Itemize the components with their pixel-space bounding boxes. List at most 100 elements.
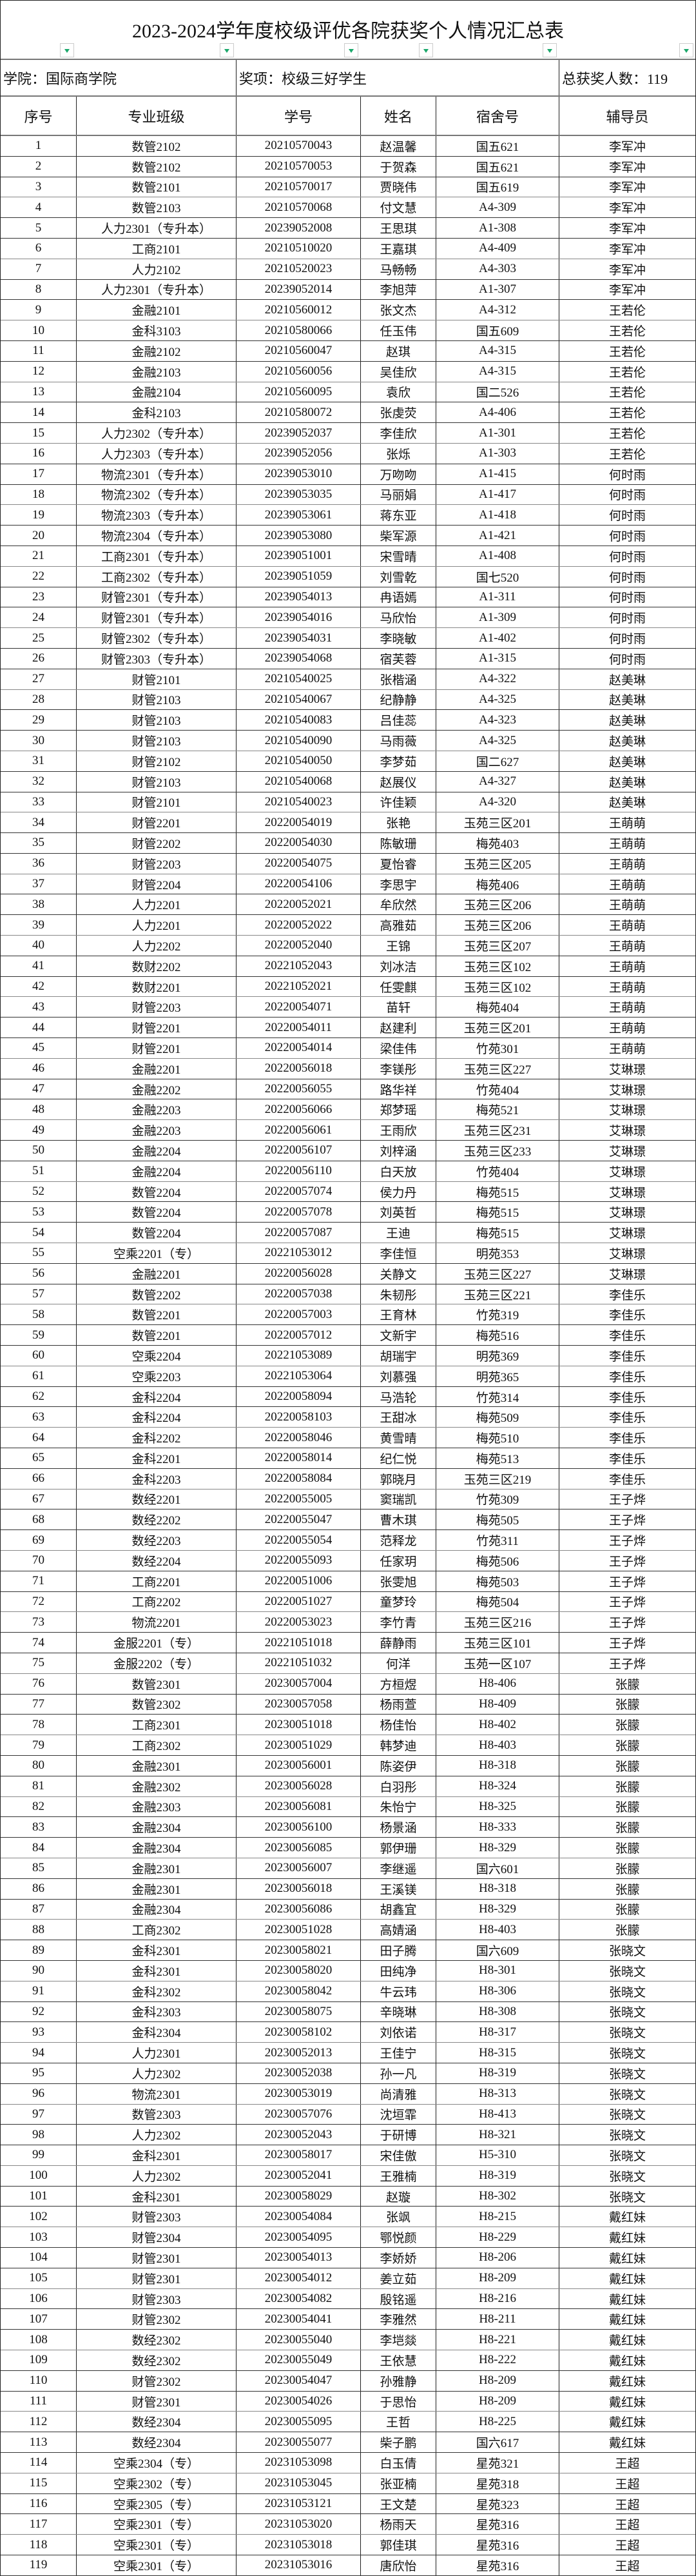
class-cell[interactable]: 人力2301（专升本） — [76, 218, 236, 238]
counselor-cell[interactable]: 李佳乐 — [559, 1386, 695, 1407]
counselor-cell[interactable]: 李军冲 — [559, 238, 695, 259]
counselor-cell[interactable]: 戴红妹 — [559, 2391, 695, 2412]
class-cell[interactable]: 人力2302（专升本） — [76, 423, 236, 443]
counselor-cell[interactable]: 张晓文 — [559, 2165, 695, 2186]
name-cell[interactable]: 牟欣然 — [360, 894, 436, 915]
class-cell[interactable]: 人力2201 — [76, 915, 236, 936]
dorm-cell[interactable]: H8-302 — [436, 2186, 559, 2207]
counselor-cell[interactable]: 何时雨 — [559, 648, 695, 669]
counselor-cell[interactable]: 李佳乐 — [559, 1346, 695, 1366]
counselor-cell[interactable]: 李佳乐 — [559, 1366, 695, 1386]
student-id-cell[interactable]: 20230058075 — [236, 2001, 360, 2022]
counselor-cell[interactable]: 王萌萌 — [559, 997, 695, 1018]
counselor-cell[interactable]: 何时雨 — [559, 505, 695, 526]
dorm-cell[interactable]: H8-221 — [436, 2330, 559, 2350]
seq-cell[interactable]: 110 — [29, 2374, 48, 2388]
student-id-cell[interactable]: 20220056066 — [236, 1099, 360, 1120]
student-id-cell[interactable]: 20230057004 — [236, 1673, 360, 1694]
class-cell[interactable]: 数经2203 — [76, 1530, 236, 1550]
seq-cell[interactable]: 28 — [32, 692, 44, 706]
class-cell[interactable]: 工商2201 — [76, 1571, 236, 1591]
dorm-cell[interactable]: A1-303 — [436, 443, 559, 464]
counselor-cell[interactable]: 戴红妹 — [559, 2309, 695, 2330]
seq-cell[interactable]: 82 — [32, 1799, 44, 1813]
class-cell[interactable]: 空乘2203 — [76, 1366, 236, 1386]
seq-cell[interactable]: 105 — [29, 2271, 48, 2285]
dorm-cell[interactable]: 玉苑三区201 — [436, 812, 559, 833]
student-id-cell[interactable]: 20239052037 — [236, 423, 360, 443]
seq-cell[interactable]: 65 — [32, 1451, 44, 1465]
name-cell[interactable]: 李佳恒 — [360, 1243, 436, 1263]
class-cell[interactable]: 人力2302 — [76, 2063, 236, 2083]
class-cell[interactable]: 金科2301 — [76, 2145, 236, 2165]
dorm-cell[interactable]: H8-329 — [436, 1838, 559, 1858]
class-cell[interactable]: 数管2201 — [76, 1325, 236, 1346]
counselor-cell[interactable]: 王子烨 — [559, 1489, 695, 1509]
counselor-cell[interactable]: 张朦 — [559, 1755, 695, 1776]
counselor-cell[interactable]: 戴红妹 — [559, 2412, 695, 2432]
class-cell[interactable]: 财管2204 — [76, 874, 236, 894]
class-cell[interactable]: 财管2301（专升本） — [76, 587, 236, 607]
seq-cell[interactable]: 52 — [32, 1185, 44, 1199]
counselor-cell[interactable]: 张朦 — [559, 1858, 695, 1878]
name-cell[interactable]: 白天放 — [360, 1161, 436, 1181]
dorm-cell[interactable]: A1-417 — [436, 484, 559, 505]
dorm-cell[interactable]: 玉苑三区101 — [436, 1633, 559, 1653]
seq-cell[interactable]: 118 — [29, 2537, 48, 2551]
seq-cell[interactable]: 45 — [32, 1041, 44, 1055]
seq-cell[interactable]: 69 — [32, 1533, 44, 1547]
student-id-cell[interactable]: 20231053121 — [236, 2493, 360, 2514]
name-cell[interactable]: 刘梓涵 — [360, 1141, 436, 1161]
dorm-cell[interactable]: H8-209 — [436, 2391, 559, 2412]
counselor-cell[interactable]: 李军冲 — [559, 136, 695, 156]
class-cell[interactable]: 数管2201 — [76, 1304, 236, 1325]
seq-cell[interactable]: 88 — [32, 1922, 44, 1936]
name-cell[interactable]: 马欣怡 — [360, 607, 436, 628]
seq-cell[interactable]: 92 — [32, 2004, 44, 2018]
counselor-cell[interactable]: 艾琳璟 — [559, 1099, 695, 1120]
seq-cell[interactable]: 39 — [32, 918, 44, 932]
student-id-cell[interactable]: 20220056018 — [236, 1058, 360, 1079]
dorm-cell[interactable]: 星苑323 — [436, 2493, 559, 2514]
student-id-cell[interactable]: 20239054031 — [236, 628, 360, 648]
seq-cell[interactable]: 8 — [35, 282, 42, 296]
student-id-cell[interactable]: 20210570043 — [236, 136, 360, 156]
dorm-cell[interactable]: H8-413 — [436, 2104, 559, 2125]
name-cell[interactable]: 王依慧 — [360, 2350, 436, 2370]
counselor-cell[interactable]: 张朦 — [559, 1694, 695, 1715]
class-cell[interactable]: 金融2204 — [76, 1141, 236, 1161]
filter-dropdown-icon[interactable] — [220, 43, 234, 57]
counselor-cell[interactable]: 张晓文 — [559, 2001, 695, 2022]
seq-cell[interactable]: 15 — [32, 426, 44, 440]
counselor-cell[interactable]: 戴红妹 — [559, 2227, 695, 2248]
counselor-cell[interactable]: 王萌萌 — [559, 833, 695, 853]
counselor-cell[interactable]: 艾琳璟 — [559, 1058, 695, 1079]
counselor-cell[interactable]: 戴红妹 — [559, 2268, 695, 2288]
student-id-cell[interactable]: 20239052056 — [236, 443, 360, 464]
student-id-cell[interactable]: 20220057012 — [236, 1325, 360, 1346]
counselor-cell[interactable]: 王超 — [559, 2473, 695, 2493]
dorm-cell[interactable]: H8-313 — [436, 2083, 559, 2104]
seq-cell[interactable]: 67 — [32, 1491, 44, 1506]
seq-cell[interactable]: 2 — [35, 159, 42, 173]
class-cell[interactable]: 数财2201 — [76, 976, 236, 997]
dorm-cell[interactable]: 玉苑三区221 — [436, 1284, 559, 1304]
dorm-cell[interactable]: 玉苑三区207 — [436, 936, 559, 956]
student-id-cell[interactable]: 20239053061 — [236, 505, 360, 526]
name-cell[interactable]: 童梦玲 — [360, 1591, 436, 1612]
seq-cell[interactable]: 114 — [29, 2455, 48, 2470]
class-cell[interactable]: 数经2302 — [76, 2330, 236, 2350]
student-id-cell[interactable]: 20230054026 — [236, 2391, 360, 2412]
class-cell[interactable]: 数管2204 — [76, 1202, 236, 1223]
dorm-cell[interactable]: 明苑365 — [436, 1366, 559, 1386]
seq-cell[interactable]: 98 — [32, 2127, 44, 2141]
dorm-cell[interactable]: A1-408 — [436, 546, 559, 566]
class-cell[interactable]: 金科2204 — [76, 1407, 236, 1428]
seq-cell[interactable]: 16 — [32, 446, 44, 460]
dorm-cell[interactable]: 梅苑504 — [436, 1591, 559, 1612]
dorm-cell[interactable]: 星苑316 — [436, 2514, 559, 2535]
seq-cell[interactable]: 33 — [32, 794, 44, 809]
name-cell[interactable]: 杨雨天 — [360, 2514, 436, 2535]
seq-cell[interactable]: 59 — [32, 1328, 44, 1342]
class-cell[interactable]: 人力2301（专升本） — [76, 279, 236, 300]
